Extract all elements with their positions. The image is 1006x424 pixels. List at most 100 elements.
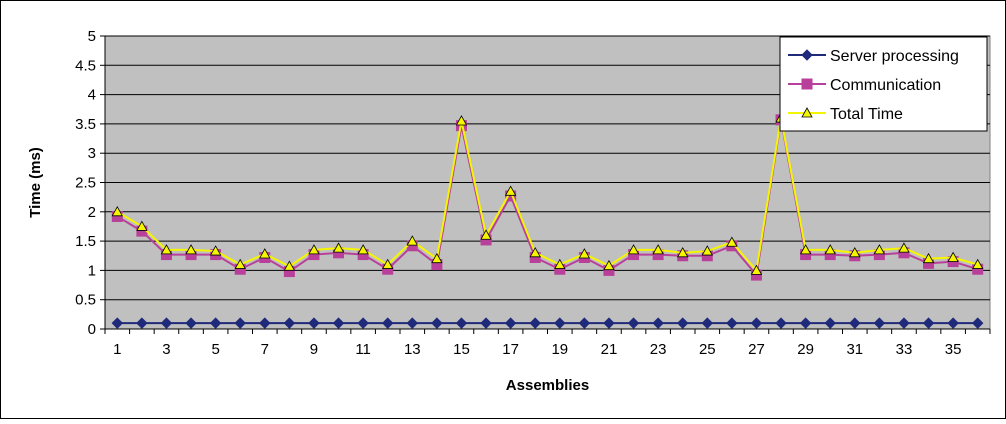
x-tick-label: 9: [310, 341, 318, 358]
x-tick-label: 33: [896, 341, 913, 358]
data-point-server-processing: [701, 317, 713, 329]
data-point-total-time: [652, 244, 664, 255]
x-tick-label: 25: [699, 341, 716, 358]
y-tick-label: 3.5: [75, 116, 96, 133]
x-tick-label: 27: [748, 341, 765, 358]
data-point-server-processing: [504, 317, 517, 329]
x-tick-label: 3: [162, 341, 170, 358]
y-tick-label: 2: [88, 204, 96, 221]
data-point-server-processing: [799, 317, 812, 329]
data-point-server-processing: [455, 317, 468, 329]
legend-marker-shape: [801, 78, 813, 90]
data-point-server-processing: [947, 317, 959, 329]
data-point-server-processing: [726, 317, 738, 329]
data-point-server-processing: [332, 317, 345, 329]
y-tick-label: 4.5: [75, 57, 96, 74]
data-point-total-time: [136, 220, 148, 231]
y-tick-label: 0.5: [75, 292, 96, 309]
series-total-time: [111, 112, 984, 275]
data-point-server-processing: [922, 317, 935, 329]
data-point-server-processing: [529, 317, 541, 329]
x-tick-label: 17: [502, 341, 519, 358]
legend-marker-communication: [801, 78, 813, 90]
data-point-total-time: [873, 244, 886, 255]
data-point-total-time: [406, 235, 418, 246]
y-axis-title: Time (ms): [27, 147, 44, 218]
x-tick-label: 15: [453, 341, 470, 358]
data-point-total-time: [922, 252, 935, 264]
legend-marker-total-time: [801, 107, 813, 118]
x-tick-label: 23: [650, 341, 667, 358]
data-point-server-processing: [185, 317, 197, 329]
data-point-total-time: [431, 252, 443, 264]
data-point-total-time: [382, 258, 394, 269]
data-point-total-time: [947, 251, 959, 262]
data-point-server-processing: [652, 317, 664, 329]
data-point-server-processing: [578, 317, 591, 329]
data-point-total-time: [578, 248, 591, 259]
legend-entry-server-processing: Server processing: [788, 48, 959, 65]
data-point-total-time: [677, 246, 689, 258]
legend-entry-total-time: Total Time: [788, 106, 903, 123]
data-point-server-processing: [382, 317, 394, 329]
legend-entry-communication: Communication: [788, 77, 941, 94]
data-point-total-time: [849, 246, 861, 258]
data-point-server-processing: [873, 317, 886, 329]
data-point-server-processing: [308, 317, 320, 329]
data-point-server-processing: [111, 317, 123, 329]
data-point-total-time: [185, 244, 197, 255]
legend-marker-shape: [801, 49, 813, 61]
data-point-total-time: [554, 258, 566, 269]
data-point-total-time: [603, 259, 615, 271]
data-point-total-time: [283, 260, 296, 271]
data-point-server-processing: [898, 317, 910, 329]
data-point-total-time: [357, 244, 369, 255]
data-point-server-processing: [627, 317, 640, 329]
data-point-total-time: [824, 244, 836, 255]
x-tick-label: 7: [261, 341, 269, 358]
data-point-total-time: [627, 244, 640, 255]
data-point-total-time: [529, 246, 541, 258]
legend-box: [779, 36, 988, 132]
data-point-total-time: [898, 242, 910, 253]
data-point-total-time: [750, 264, 763, 275]
legend-label-total-time: Total Time: [830, 106, 903, 123]
series-server-processing: [111, 317, 984, 329]
axes: 00.511.522.533.544.551 3 5 7 9 11 13 15 17 19 21 23…: [75, 28, 991, 358]
y-tick-label: 2.5: [75, 175, 96, 192]
y-tick-label: 0: [88, 321, 96, 338]
series-layer: [111, 112, 984, 329]
data-point-total-time: [799, 244, 812, 255]
y-tick-label: 1: [88, 262, 96, 279]
data-point-total-time: [726, 236, 738, 247]
data-point-total-time: [259, 248, 271, 259]
data-point-server-processing: [136, 317, 148, 329]
x-tick-label: 21: [601, 341, 618, 358]
data-point-server-processing: [160, 317, 173, 329]
y-tick-label: 3: [88, 145, 96, 162]
data-point-total-time: [160, 244, 173, 255]
legend-marker-server-processing: [801, 49, 813, 61]
x-tick-label: 35: [945, 341, 962, 358]
data-point-total-time: [234, 258, 246, 269]
x-tick-label: 1: [113, 341, 121, 358]
data-point-server-processing: [775, 317, 787, 329]
legend: Server processing Communication Total Ti…: [779, 36, 988, 132]
data-point-server-processing: [849, 317, 861, 329]
data-point-server-processing: [824, 317, 836, 329]
data-point-server-processing: [234, 317, 246, 329]
data-point-server-processing: [554, 317, 566, 329]
data-point-server-processing: [357, 317, 369, 329]
data-point-server-processing: [283, 317, 296, 329]
data-point-total-time: [209, 245, 222, 256]
data-point-total-time: [480, 229, 492, 240]
data-point-server-processing: [677, 317, 689, 329]
data-point-server-processing: [406, 317, 418, 329]
x-tick-label: 31: [846, 341, 863, 358]
data-point-total-time: [455, 115, 468, 126]
x-tick-label: 29: [797, 341, 814, 358]
y-tick-label: 4: [88, 87, 96, 104]
legend-marker-shape: [801, 107, 813, 118]
